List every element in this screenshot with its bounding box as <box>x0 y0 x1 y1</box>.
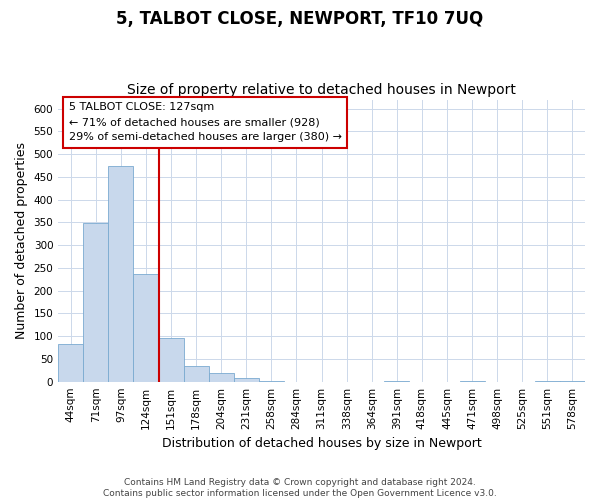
Text: 5 TALBOT CLOSE: 127sqm
← 71% of detached houses are smaller (928)
29% of semi-de: 5 TALBOT CLOSE: 127sqm ← 71% of detached… <box>69 102 342 142</box>
Bar <box>259 381 284 382</box>
Bar <box>158 338 184 382</box>
Bar <box>234 378 259 382</box>
Bar <box>460 381 485 382</box>
Y-axis label: Number of detached properties: Number of detached properties <box>15 142 28 339</box>
Bar <box>385 381 409 382</box>
Bar <box>58 344 83 382</box>
Bar <box>560 381 585 382</box>
Bar <box>209 374 234 382</box>
X-axis label: Distribution of detached houses by size in Newport: Distribution of detached houses by size … <box>162 437 481 450</box>
Bar <box>109 166 133 382</box>
Title: Size of property relative to detached houses in Newport: Size of property relative to detached ho… <box>127 83 516 97</box>
Text: 5, TALBOT CLOSE, NEWPORT, TF10 7UQ: 5, TALBOT CLOSE, NEWPORT, TF10 7UQ <box>116 10 484 28</box>
Bar <box>184 366 209 382</box>
Text: Contains HM Land Registry data © Crown copyright and database right 2024.
Contai: Contains HM Land Registry data © Crown c… <box>103 478 497 498</box>
Bar <box>83 224 109 382</box>
Bar <box>133 274 158 382</box>
Bar <box>535 381 560 382</box>
